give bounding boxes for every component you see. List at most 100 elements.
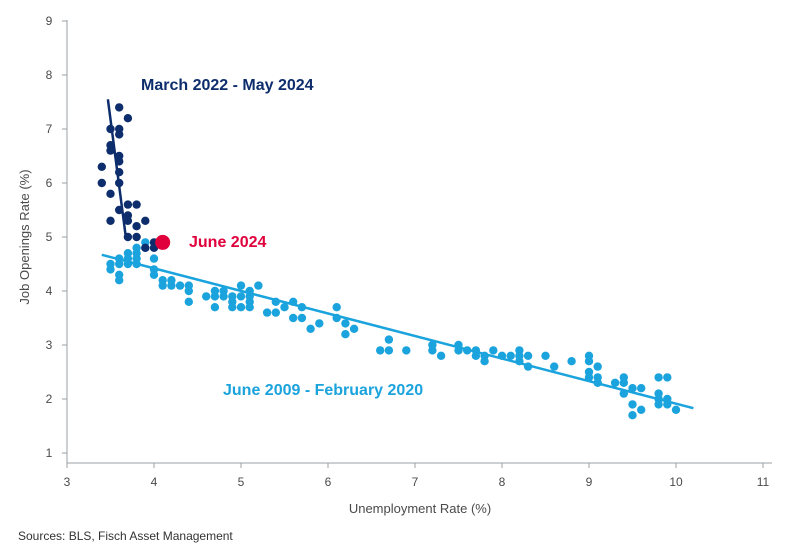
y-axis-title: Job Openings Rate (%)	[17, 169, 32, 304]
data-point-2009-2020	[158, 281, 167, 290]
data-point-2009-2020	[436, 351, 446, 360]
y-tick-label: 6	[46, 176, 53, 190]
data-point-2009-2020	[210, 303, 220, 312]
data-point-2009-2020	[132, 243, 141, 252]
data-point-2009-2020	[523, 351, 533, 360]
data-point-2022-2024	[115, 130, 124, 139]
data-point-2009-2020	[202, 292, 211, 301]
data-point-2022-2024	[115, 205, 124, 215]
data-point-2009-2020	[210, 286, 220, 296]
data-point-2009-2020	[262, 308, 272, 317]
data-point-2009-2020	[541, 351, 550, 360]
data-point-2009-2020	[315, 319, 324, 328]
data-point-2022-2024	[106, 189, 115, 198]
data-point-2009-2020	[628, 411, 637, 420]
data-point-2009-2020	[584, 373, 594, 382]
data-point-2022-2024	[115, 157, 124, 166]
data-point-2009-2020	[149, 270, 159, 279]
data-point-2009-2020	[628, 400, 637, 409]
y-tick-label: 2	[46, 392, 53, 406]
data-point-2022-2024	[141, 216, 150, 225]
data-point-2009-2020	[228, 297, 237, 306]
data-point-2022-2024	[115, 103, 124, 112]
data-point-2009-2020	[497, 351, 507, 360]
data-point-2009-2020	[384, 335, 394, 344]
data-point-2009-2020	[515, 346, 524, 355]
data-point-2022-2024	[106, 124, 115, 134]
data-point-2009-2020	[454, 340, 463, 350]
data-point-2022-2024	[97, 178, 107, 188]
data-point-2022-2024	[123, 232, 133, 242]
data-point-2009-2020	[236, 303, 246, 312]
y-tick-label: 3	[46, 338, 53, 352]
source-note: Sources: BLS, Fisch Asset Management	[18, 529, 233, 543]
x-tick-label: 4	[151, 475, 158, 489]
data-point-2009-2020	[115, 254, 124, 263]
data-point-2009-2020	[149, 254, 159, 263]
y-tick-label: 9	[46, 14, 53, 28]
data-point-2009-2020	[506, 351, 515, 360]
data-point-2009-2020	[254, 281, 263, 290]
data-point-2009-2020	[628, 384, 637, 393]
data-point-2009-2020	[115, 276, 124, 285]
data-point-2022-2024	[115, 168, 124, 177]
data-point-2009-2020	[619, 378, 628, 387]
data-point-2009-2020	[332, 313, 341, 323]
data-point-2009-2020	[184, 286, 193, 296]
data-point-2009-2020	[271, 308, 280, 317]
data-point-2009-2020	[480, 357, 489, 366]
data-point-2022-2024	[123, 114, 133, 123]
data-point-2009-2020	[663, 400, 672, 409]
data-point-2009-2020	[402, 346, 411, 355]
data-point-2009-2020	[184, 297, 193, 306]
x-axis-title: Unemployment Rate (%)	[349, 501, 491, 516]
x-tick-label: 7	[412, 475, 419, 489]
data-point-2009-2020	[593, 378, 602, 387]
data-point-2009-2020	[106, 265, 115, 274]
data-point-2022-2024	[132, 232, 141, 242]
data-point-2009-2020	[349, 324, 359, 333]
data-point-2022-2024	[132, 222, 141, 231]
y-tick-label: 8	[46, 68, 53, 82]
data-point-2009-2020	[550, 362, 559, 371]
y-tick-label: 1	[46, 446, 53, 460]
annotation-recent-period: March 2022 - May 2024	[141, 77, 314, 94]
data-point-2009-2020	[637, 405, 646, 414]
data-point-2009-2020	[428, 346, 437, 355]
data-point-2022-2024	[106, 146, 115, 155]
data-point-2009-2020	[297, 303, 307, 312]
data-point-2009-2020	[523, 362, 533, 371]
y-tick-label: 4	[46, 284, 53, 298]
data-point-2009-2020	[289, 297, 298, 306]
data-point-2022-2024	[106, 216, 115, 225]
axes	[66, 20, 772, 464]
data-point-2009-2020	[271, 297, 280, 306]
y-ticks: 1 2 3 4 5 6 7 8 9	[46, 14, 67, 460]
data-point-2009-2020	[219, 292, 228, 301]
x-tick-label: 10	[669, 475, 683, 489]
annotation-june-2024: June 2024	[189, 234, 266, 251]
data-point-2009-2020	[236, 281, 246, 290]
data-point-2009-2020	[471, 346, 481, 355]
x-ticks: 3 4 5 6 7 8 9 10 11	[64, 463, 770, 489]
data-point-2009-2020	[341, 319, 350, 328]
data-point-2009-2020	[175, 281, 185, 290]
data-point-2009-2020	[584, 357, 594, 366]
data-point-2022-2024	[123, 216, 133, 225]
data-point-2009-2020	[376, 346, 385, 355]
data-point-2009-2020	[245, 303, 254, 312]
data-point-2009-2020	[306, 324, 315, 333]
annotation-prior-period: June 2009 - February 2020	[223, 382, 423, 399]
trend-lines	[101, 99, 694, 410]
y-tick-label: 7	[46, 122, 53, 136]
data-point-2009-2020	[619, 389, 628, 398]
data-point-2009-2020	[289, 313, 298, 323]
x-tick-label: 8	[499, 475, 506, 489]
data-point-2009-2020	[593, 362, 602, 371]
data-point-2009-2020	[463, 346, 472, 355]
data-point-2009-2020	[663, 373, 672, 382]
data-point-2009-2020	[637, 384, 646, 393]
data-point-2009-2020	[384, 346, 394, 355]
y-tick-label: 5	[46, 230, 53, 244]
